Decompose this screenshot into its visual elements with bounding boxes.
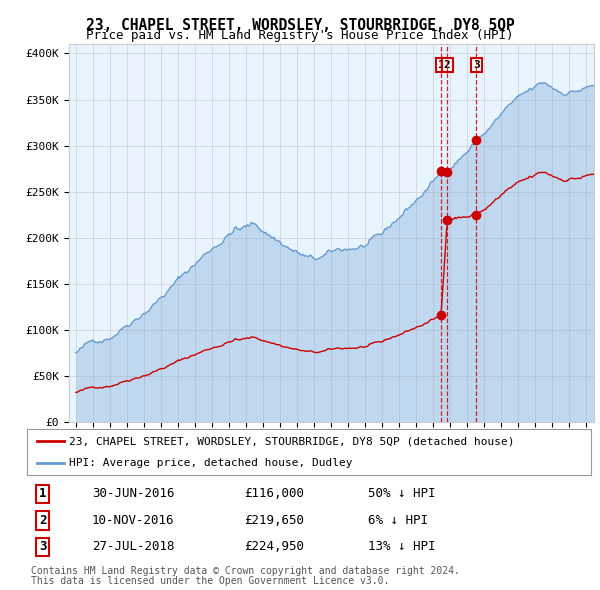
Text: 1: 1 <box>39 487 47 500</box>
Text: £116,000: £116,000 <box>244 487 304 500</box>
Text: 23, CHAPEL STREET, WORDSLEY, STOURBRIDGE, DY8 5QP (detached house): 23, CHAPEL STREET, WORDSLEY, STOURBRIDGE… <box>70 437 515 447</box>
Text: HPI: Average price, detached house, Dudley: HPI: Average price, detached house, Dudl… <box>70 457 353 467</box>
Text: 1: 1 <box>438 60 445 70</box>
Text: 30-JUN-2016: 30-JUN-2016 <box>92 487 175 500</box>
Text: 3: 3 <box>473 60 479 70</box>
Text: 6% ↓ HPI: 6% ↓ HPI <box>368 514 428 527</box>
Text: £224,950: £224,950 <box>244 540 304 553</box>
Text: 2: 2 <box>444 60 451 70</box>
Text: Contains HM Land Registry data © Crown copyright and database right 2024.: Contains HM Land Registry data © Crown c… <box>31 566 460 576</box>
Text: 3: 3 <box>39 540 47 553</box>
Text: £219,650: £219,650 <box>244 514 304 527</box>
Text: 2: 2 <box>39 514 47 527</box>
Text: 50% ↓ HPI: 50% ↓ HPI <box>368 487 436 500</box>
Text: Price paid vs. HM Land Registry's House Price Index (HPI): Price paid vs. HM Land Registry's House … <box>86 30 514 42</box>
Text: 27-JUL-2018: 27-JUL-2018 <box>92 540 175 553</box>
Text: This data is licensed under the Open Government Licence v3.0.: This data is licensed under the Open Gov… <box>31 576 389 586</box>
Text: 13% ↓ HPI: 13% ↓ HPI <box>368 540 436 553</box>
Text: 10-NOV-2016: 10-NOV-2016 <box>92 514 175 527</box>
Text: 23, CHAPEL STREET, WORDSLEY, STOURBRIDGE, DY8 5QP: 23, CHAPEL STREET, WORDSLEY, STOURBRIDGE… <box>86 18 514 32</box>
